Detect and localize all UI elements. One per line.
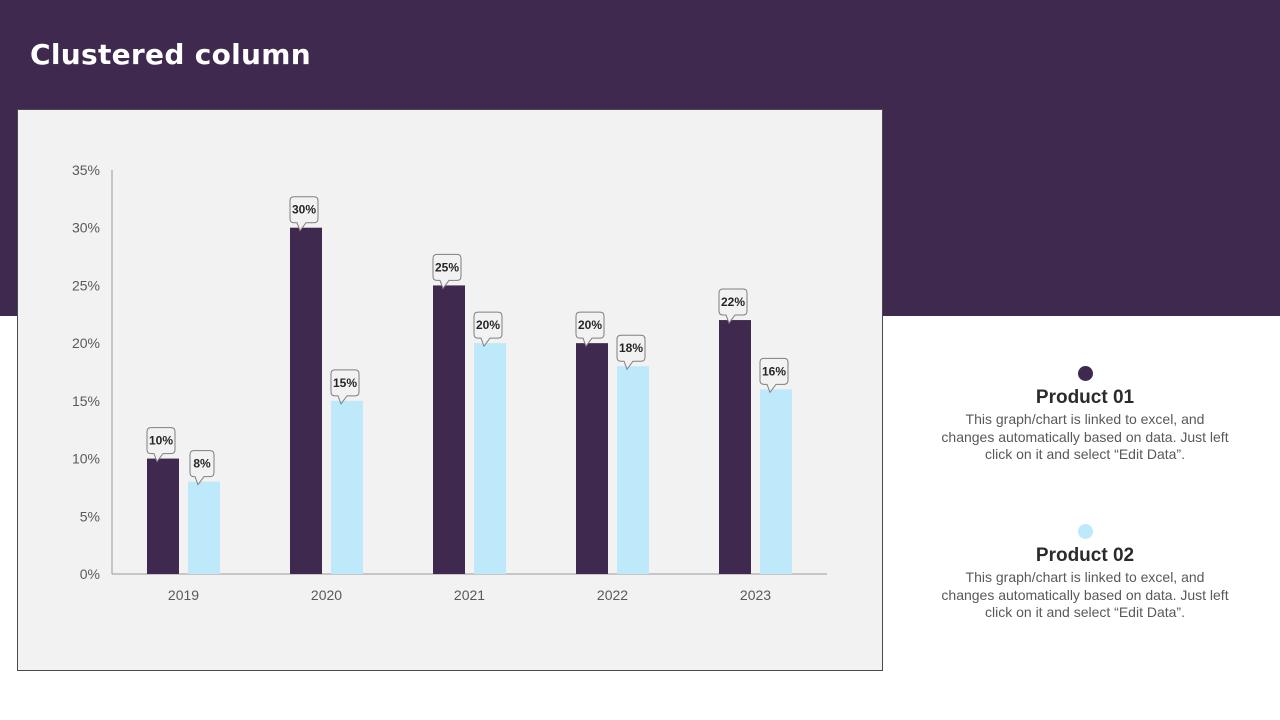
y-tick-label: 30%	[72, 220, 100, 236]
bar-product-01-2020	[290, 227, 322, 574]
data-label-callout	[189, 450, 215, 486]
data-label-callout	[759, 357, 789, 394]
bar-product-01-2021	[433, 285, 465, 574]
legend-marker-product-02	[1077, 524, 1093, 539]
data-label: 18%	[619, 341, 643, 355]
data-label-callout	[330, 369, 360, 405]
bar-product-01-2019	[147, 458, 179, 574]
data-label: 16%	[762, 364, 786, 378]
y-tick-label: 10%	[72, 451, 100, 467]
bar-product-02-2020	[331, 400, 363, 574]
legend-description: This graph/chart is linked to excel, and…	[941, 569, 1229, 620]
bar-product-02-2019	[188, 481, 220, 574]
data-label-callout	[289, 196, 319, 232]
data-label-callout	[718, 288, 748, 325]
legend-item-product-01: Product 01 This graph/chart is linked to…	[930, 366, 1240, 464]
x-tick-label: 2021	[454, 587, 485, 603]
x-tick-label: 2023	[740, 587, 771, 603]
data-label-callout	[616, 334, 646, 371]
data-label-callout	[575, 311, 605, 348]
data-label-callout	[432, 253, 462, 290]
page-title: Clustered column	[30, 38, 311, 71]
bar-product-01-2022	[576, 343, 608, 574]
y-tick-label: 20%	[72, 335, 100, 351]
clustered-column-chart: 0% 5% 10% 15% 20% 25% 30% 35% 10% 8% 2019 30% 15% 202…	[72, 162, 827, 603]
data-label: 20%	[578, 318, 602, 332]
data-label: 15%	[333, 376, 357, 390]
legend-marker-product-01	[1077, 366, 1093, 381]
y-tick-label: 0%	[80, 566, 100, 582]
x-tick-label: 2019	[168, 587, 199, 603]
legend-item-product-02: Product 02 This graph/chart is linked to…	[930, 524, 1240, 622]
x-tick-label: 2022	[597, 587, 628, 603]
legend-label: Product 01	[1035, 387, 1135, 408]
legend-description: This graph/chart is linked to excel, and…	[941, 411, 1229, 462]
chart-panel: 0% 5% 10% 15% 20% 25% 30% 35% 10% 8% 2019 30% 15% 202…	[17, 109, 883, 671]
data-label-callout	[146, 427, 176, 463]
bar-product-01-2023	[719, 320, 751, 574]
data-label: 8%	[193, 457, 211, 471]
y-tick-label: 35%	[72, 162, 100, 178]
y-tick-label: 5%	[80, 508, 100, 524]
bar-product-02-2021	[474, 343, 506, 574]
y-tick-label: 25%	[72, 277, 100, 293]
y-tick-label: 15%	[72, 393, 100, 409]
bar-product-02-2022	[617, 366, 649, 574]
bar-product-02-2023	[760, 389, 792, 574]
legend-label: Product 02	[1035, 545, 1135, 566]
data-label: 20%	[476, 318, 500, 332]
data-label: 10%	[149, 434, 173, 448]
data-label: 22%	[721, 295, 745, 309]
data-label: 30%	[292, 203, 316, 217]
data-label-callout	[473, 311, 503, 348]
x-tick-label: 2020	[311, 587, 342, 603]
data-label: 25%	[435, 260, 459, 274]
